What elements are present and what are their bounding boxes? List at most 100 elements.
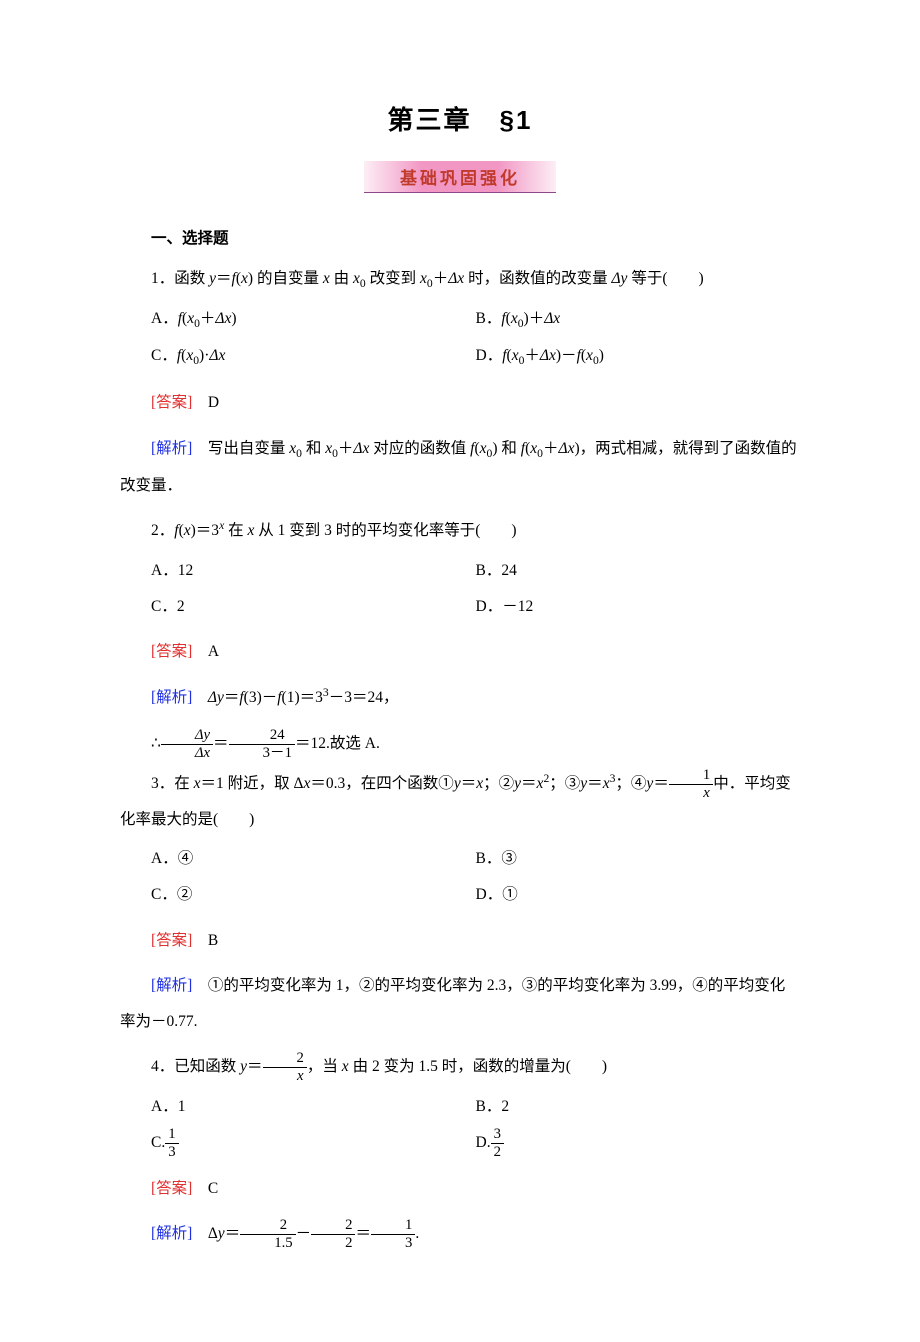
q3-text: 3．在 [151, 775, 194, 792]
q3-opt-a: A．④ [151, 841, 476, 877]
frac-dy-dx: ΔyΔx [161, 727, 213, 762]
q1-text: 时，函数值的改变量 [464, 270, 611, 287]
answer-value: C [208, 1180, 218, 1197]
opt-label: C． [151, 347, 177, 364]
frac-2-x: 2x [263, 1050, 307, 1085]
sym-f: f [178, 310, 182, 327]
page: 第三章 §1 基础巩固强化 一、选择题 1．函数 y＝f(x) 的自变量 x 由… [0, 0, 920, 1342]
q2-opt-a: A．12 [151, 553, 476, 589]
sup-3: 3 [610, 772, 616, 785]
analysis-text: ＝12.故选 A. [295, 735, 380, 752]
answer-value: D [208, 394, 219, 411]
answer-value: B [208, 932, 218, 949]
sym-f: f [501, 310, 505, 327]
q3-options: A．④ B．③ C．② D．① [120, 841, 800, 912]
analysis-label: [解析] [151, 689, 192, 706]
q3-answer: [答案] B [120, 923, 800, 959]
q2-stem: 2．f(x)＝3x 在 x 从 1 变到 3 时的平均变化率等于( ) [120, 513, 800, 549]
q1-stem: 1．函数 y＝f(x) 的自变量 x 由 x0 改变到 x0＋Δx 时，函数值的… [120, 261, 800, 298]
answer-value: A [208, 643, 219, 660]
sub-0: 0 [193, 354, 199, 367]
sub-0: 0 [537, 447, 543, 460]
sub-0: 0 [518, 318, 524, 331]
q2-text: 从 1 变到 3 时的平均变化率等于( ) [254, 522, 516, 539]
circled-3: ③ [565, 775, 581, 792]
sym-x: x [342, 1058, 349, 1075]
q2-opt-d: D．－12 [476, 589, 801, 625]
q1-text: 由 [330, 270, 353, 287]
sym-f: f [232, 270, 236, 287]
q4-stem: 4．已知函数 y＝2x，当 x 由 2 变为 1.5 时，函数的增量为( ) [120, 1049, 800, 1085]
q1-answer: [答案] D [120, 385, 800, 421]
chapter-title: 第三章 §1 [120, 100, 800, 137]
q4-opt-c: C.13 [151, 1125, 476, 1161]
ribbon-wrapper: 基础巩固强化 [120, 161, 800, 193]
q3-opt-c: C．② [151, 877, 476, 913]
q2-answer: [答案] A [120, 634, 800, 670]
circled-4: ④ [631, 775, 647, 792]
sub-0: 0 [519, 354, 525, 367]
sym-x0: x [512, 347, 519, 364]
q1-text: 的自变量 [253, 270, 323, 287]
q4-analysis: [解析] Δy＝21.5－22＝13. [120, 1216, 800, 1252]
sym-f: f [577, 347, 581, 364]
q1-text: 等于( ) [627, 270, 703, 287]
q2-opt-c: C．2 [151, 589, 476, 625]
q1-opt-a: A．f(x0＋Δx) [151, 301, 476, 338]
q3-opt-d: D．① [476, 877, 801, 913]
sym-f: f [174, 522, 178, 539]
sym-y: y [218, 1225, 225, 1242]
sym-x: x [476, 775, 483, 792]
sym-f: f [470, 440, 474, 457]
q4-opt-d: D.32 [476, 1125, 801, 1161]
sym-x: x [194, 775, 201, 792]
circled-1: ① [438, 775, 454, 792]
sym-x0: x [353, 270, 360, 287]
answer-label: [答案] [151, 643, 192, 660]
q2-text: 2． [151, 522, 174, 539]
analysis-text: 对应的函数值 [369, 440, 470, 457]
sub-0: 0 [487, 447, 493, 460]
analysis-text: 写出自变量 [208, 440, 289, 457]
analysis-text: ①的平均变化率为 1，②的平均变化率为 2.3，③的平均变化率为 3.99，④的… [120, 977, 785, 1030]
q1-opt-c: C．f(x0)·Δx [151, 338, 476, 375]
q2-opt-b: B．24 [476, 553, 801, 589]
q3-text: 附近，取 Δ [224, 775, 304, 792]
q4-text: 由 2 变为 1.5 时，函数的增量为( ) [349, 1058, 607, 1075]
sym-dx: Δx [559, 440, 575, 457]
sym-dx: Δx [209, 347, 225, 364]
circled-2: ② [499, 775, 515, 792]
sym-y: y [209, 270, 216, 287]
q2-analysis-1: [解析] Δy＝f(3)－f(1)＝33－3＝24， [120, 680, 800, 716]
q4-text: ，当 [307, 1058, 342, 1075]
q4-text: 4．已知函数 [151, 1058, 240, 1075]
sym-y: y [646, 775, 653, 792]
sym-dy: Δy [208, 689, 224, 706]
frac-24-2: 243－1 [229, 727, 295, 762]
q4-opt-a: A．1 [151, 1089, 476, 1125]
section-heading: 一、选择题 [120, 221, 800, 257]
frac-2-2: 22 [311, 1217, 355, 1252]
q1-text: 改变到 [366, 270, 420, 287]
sym-x: x [603, 775, 610, 792]
sym-x: x [241, 270, 248, 287]
analysis-label: [解析] [151, 1225, 192, 1242]
opt-label: A． [151, 310, 178, 327]
frac-2-15: 21.5 [240, 1217, 295, 1252]
sub-0: 0 [194, 318, 200, 331]
sym-x0: x [480, 440, 487, 457]
sym-dx: Δx [544, 310, 560, 327]
sym-y: y [240, 1058, 247, 1075]
q3-text: ＝0.3，在四个函数 [310, 775, 438, 792]
sym-x0: x [586, 347, 593, 364]
q3-opt-b: B．③ [476, 841, 801, 877]
sup-3: 3 [323, 686, 329, 699]
sym-y: y [580, 775, 587, 792]
sym-dx: Δx [540, 347, 556, 364]
sym-f: f [277, 689, 281, 706]
sym-dx: Δx [448, 270, 464, 287]
frac-1-3: 13 [165, 1126, 178, 1161]
q1-options: A．f(x0＋Δx) B．f(x0)＋Δx C．f(x0)·Δx D．f(x0＋… [120, 301, 800, 375]
q3-analysis: [解析] ①的平均变化率为 1，②的平均变化率为 2.3，③的平均变化率为 3.… [120, 968, 800, 1039]
q4-options: A．1 B．2 C.13 D.32 [120, 1089, 800, 1161]
